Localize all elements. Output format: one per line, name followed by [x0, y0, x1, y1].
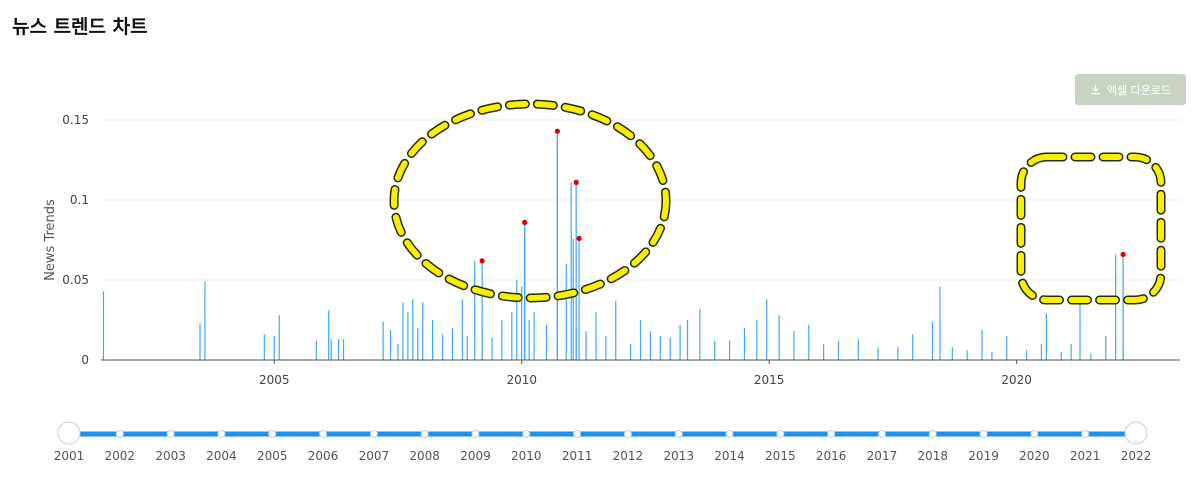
- slider-year-label: 2017: [867, 449, 898, 463]
- slider-year-markers: [115, 430, 1090, 438]
- y-tick-label: 0.15: [62, 113, 89, 127]
- slider-year-label: 2021: [1070, 449, 1101, 463]
- annotation-box-fill: [1018, 154, 1164, 303]
- slider-year-label: 2013: [663, 449, 694, 463]
- slider-year-marker[interactable]: [369, 430, 378, 438]
- x-axis-ticks: 2005 2010 2015 2020: [259, 360, 1032, 387]
- slider-start-handle[interactable]: [57, 421, 81, 445]
- chart-bars: [102, 131, 1124, 360]
- slider-year-marker[interactable]: [776, 430, 785, 438]
- slider-year-label: 2011: [562, 449, 593, 463]
- slider-year-label: 2012: [613, 449, 644, 463]
- slider-year-marker[interactable]: [725, 430, 734, 438]
- annotation-layer: [389, 99, 1166, 305]
- annotation-box: [1016, 152, 1166, 305]
- highlight-point: [576, 235, 582, 241]
- slider-year-label: 2016: [816, 449, 847, 463]
- page-title: 뉴스 트렌드 차트: [12, 16, 148, 38]
- slider-year-marker[interactable]: [420, 430, 429, 438]
- slider-year-marker[interactable]: [877, 430, 886, 438]
- slider-year-label: 2003: [155, 449, 186, 463]
- slider-year-marker[interactable]: [979, 430, 988, 438]
- slider-year-marker[interactable]: [623, 430, 632, 438]
- slider-year-marker[interactable]: [268, 430, 277, 438]
- slider-year-marker[interactable]: [928, 430, 937, 438]
- slider-year-marker[interactable]: [217, 430, 226, 438]
- slider-year-label: 2019: [968, 449, 999, 463]
- annotation-ellipse-fill: [391, 101, 669, 301]
- chart-highlight-points: [479, 128, 1126, 360]
- year-range-slider[interactable]: 2001 2002 2003 2004 2005 2006 2007 2008 2009 2010…: [0, 399, 1200, 479]
- slider-year-label: 2009: [460, 449, 491, 463]
- slider-year-label: 2015: [765, 449, 796, 463]
- y-tick-label: 0.05: [62, 273, 89, 287]
- slider-year-label: 2004: [206, 449, 237, 463]
- x-tick-label: 2005: [259, 373, 290, 387]
- slider-year-marker[interactable]: [115, 430, 124, 438]
- y-tick-label: 0.1: [70, 193, 89, 207]
- slider-year-label: 2005: [257, 449, 288, 463]
- slider-year-marker[interactable]: [827, 430, 836, 438]
- slider-year-marker[interactable]: [1030, 430, 1039, 438]
- x-tick-label: 2020: [1001, 373, 1032, 387]
- highlight-point: [479, 258, 485, 264]
- slider-year-marker[interactable]: [1081, 430, 1090, 438]
- slider-year-label: 2008: [409, 449, 440, 463]
- slider-year-label: 2006: [308, 449, 339, 463]
- slider-year-label: 2001: [54, 449, 85, 463]
- y-axis-ticks: 0 0.05 0.1 0.15: [62, 113, 89, 367]
- slider-year-marker[interactable]: [166, 430, 175, 438]
- y-axis-label: News Trends: [43, 199, 58, 281]
- slider-year-label: 2002: [105, 449, 136, 463]
- slider-year-marker[interactable]: [573, 430, 582, 438]
- slider-end-handle[interactable]: [1124, 421, 1148, 445]
- highlight-point: [573, 179, 579, 185]
- slider-year-marker[interactable]: [319, 430, 328, 438]
- chart-grid: [101, 119, 1180, 281]
- x-tick-label: 2015: [754, 373, 785, 387]
- excel-download-button[interactable]: 엑셀 다운로드: [1075, 74, 1186, 105]
- slider-year-labels: 2001 2002 2003 2004 2005 2006 2007 2008 2009 2010…: [54, 449, 1152, 463]
- slider-year-marker[interactable]: [471, 430, 480, 438]
- slider-year-label: 2020: [1019, 449, 1050, 463]
- slider-year-label: 2022: [1121, 449, 1152, 463]
- highlight-point: [1120, 251, 1126, 257]
- x-tick-label: 2010: [506, 373, 537, 387]
- excel-download-label: 엑셀 다운로드: [1106, 83, 1172, 97]
- annotation-ellipse: [389, 99, 671, 303]
- slider-year-marker[interactable]: [674, 430, 683, 438]
- y-tick-label: 0: [81, 353, 89, 367]
- slider-year-label: 2014: [714, 449, 745, 463]
- slider-year-label: 2010: [511, 449, 542, 463]
- slider-year-label: 2018: [917, 449, 948, 463]
- highlight-point: [522, 219, 528, 225]
- highlight-point: [554, 128, 560, 134]
- slider-year-marker[interactable]: [522, 430, 531, 438]
- download-icon: [1090, 84, 1100, 95]
- slider-year-label: 2007: [359, 449, 390, 463]
